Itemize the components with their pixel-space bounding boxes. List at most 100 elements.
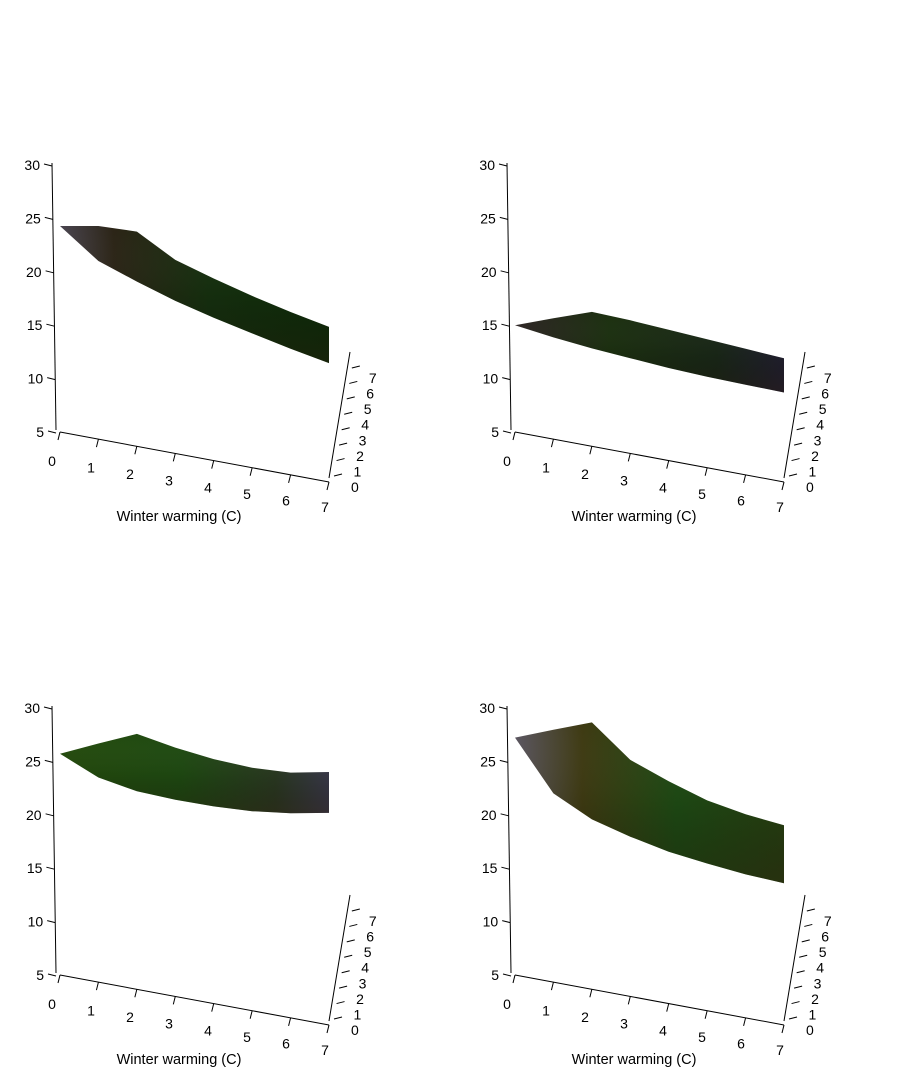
z-tick-label: 5 — [491, 424, 499, 440]
depth-tick — [341, 970, 350, 974]
depth-tick-label: 7 — [824, 913, 832, 929]
z-tick — [43, 706, 53, 710]
x-tick-label: 3 — [165, 473, 173, 489]
z-tick — [47, 430, 57, 434]
x-tick-label: 5 — [243, 1029, 251, 1045]
x-tick — [288, 474, 292, 483]
x-axis-title: Winter warming (C) — [117, 1052, 242, 1068]
depth-tick — [344, 411, 353, 415]
x-tick — [57, 974, 61, 984]
z-tick — [45, 270, 54, 274]
x-tick — [57, 431, 61, 441]
depth-tick — [804, 380, 813, 384]
x-axis-line — [514, 974, 785, 1026]
x-tick — [781, 1024, 785, 1034]
x-tick-label: 4 — [659, 479, 667, 495]
x-tick — [172, 996, 176, 1005]
depth-tick-label: 1 — [809, 463, 817, 479]
x-tick — [95, 439, 99, 448]
depth-tick — [801, 396, 810, 400]
x-tick-label: 1 — [542, 460, 550, 476]
depth-tick-label: 6 — [366, 386, 374, 402]
x-tick-label: 1 — [542, 1003, 550, 1019]
depth-tick-label: 1 — [354, 1006, 362, 1022]
depth-tick — [796, 970, 805, 974]
depth-tick — [336, 1001, 345, 1005]
depth-axis-line — [783, 351, 806, 479]
depth-axis-line — [328, 351, 351, 479]
depth-tick — [806, 908, 815, 912]
x-tick-label: 3 — [165, 1016, 173, 1032]
depth-tick-label: 6 — [821, 929, 829, 945]
depth-tick — [346, 396, 355, 400]
x-axis-line — [514, 431, 785, 483]
z-tick — [43, 163, 53, 167]
x-tick — [211, 1003, 215, 1012]
x-tick-label: 4 — [204, 1022, 212, 1038]
depth-tick-label: 5 — [819, 401, 827, 417]
depth-tick — [806, 365, 815, 369]
z-tick-label: 15 — [27, 317, 43, 333]
z-tick — [499, 759, 508, 763]
depth-tick — [799, 954, 808, 958]
x-tick-label: 6 — [282, 1035, 290, 1051]
z-tick — [500, 813, 509, 817]
z-tick-label: 5 — [36, 424, 44, 440]
depth-tick-label: 4 — [361, 960, 369, 976]
x-tick-label: 7 — [776, 499, 784, 515]
x-tick — [589, 989, 593, 998]
x-axis-title: Winter warming (C) — [572, 509, 697, 525]
depth-tick — [346, 939, 355, 943]
surface-shading — [60, 733, 329, 814]
surface-shading — [515, 311, 784, 393]
depth-tick — [799, 411, 808, 415]
depth-tick-label: 5 — [364, 944, 372, 960]
depth-tick — [336, 458, 345, 462]
z-tick-label: 15 — [482, 317, 498, 333]
z-tick — [46, 323, 55, 327]
x-tick — [249, 467, 253, 476]
depth-tick — [333, 473, 343, 477]
z-axis-line — [506, 162, 512, 431]
depth-tick-label: 5 — [364, 401, 372, 417]
x-tick-label: 7 — [776, 1042, 784, 1058]
z-tick-label: 10 — [28, 914, 44, 930]
x-axis-title: Winter warming (C) — [117, 509, 242, 525]
depth-tick — [344, 954, 353, 958]
z-tick — [502, 973, 512, 977]
x-tick-label: 7 — [321, 499, 329, 515]
x-tick — [781, 481, 785, 491]
x-axis-line — [59, 431, 330, 483]
z-tick — [502, 377, 511, 381]
x-tick-label: 5 — [698, 486, 706, 502]
x-tick — [666, 1003, 670, 1012]
x-tick-label: 7 — [321, 1042, 329, 1058]
z-tick — [502, 920, 511, 924]
depth-tick — [791, 458, 800, 462]
depth-tick-label: 2 — [811, 448, 819, 464]
x-tick — [627, 453, 631, 462]
depth-tick-label: 6 — [366, 929, 374, 945]
z-axis-line — [51, 705, 57, 974]
x-tick-label: 0 — [503, 996, 511, 1012]
x-tick — [211, 460, 215, 469]
depth-tick-label: 2 — [811, 991, 819, 1007]
z-tick — [47, 920, 56, 924]
z-tick-label: 25 — [25, 753, 41, 769]
x-tick-label: 3 — [620, 1016, 628, 1032]
x-tick — [172, 453, 176, 462]
x-tick — [134, 989, 138, 998]
x-tick-label: 2 — [581, 1009, 589, 1025]
depth-tick — [338, 985, 348, 989]
depth-tick-label: 3 — [814, 432, 822, 448]
x-tick — [704, 467, 708, 476]
x-tick-label: 0 — [503, 453, 511, 469]
x-tick — [743, 1017, 747, 1026]
depth-tick — [349, 380, 358, 384]
z-tick-label: 10 — [28, 371, 44, 387]
depth-tick — [791, 1001, 800, 1005]
z-axis-line — [51, 162, 57, 431]
depth-tick-label: 0 — [351, 479, 359, 495]
